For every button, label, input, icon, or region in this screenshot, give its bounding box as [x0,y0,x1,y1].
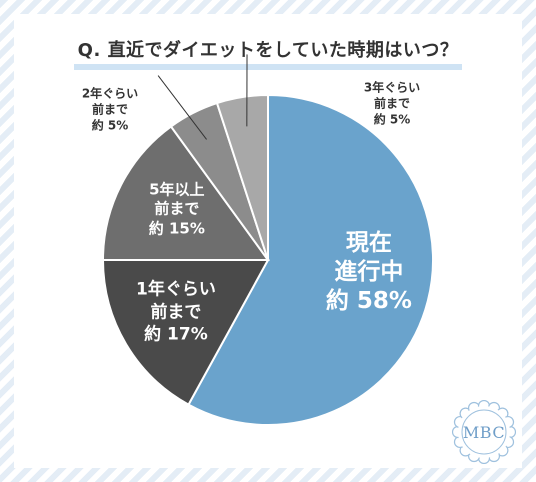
slice-label-line: 前まで [154,199,200,218]
mbc-logo-text: MBC [462,422,506,442]
slice-label-line: 2年ぐらい [81,86,139,101]
pie-slice-5yr [101,125,270,261]
mbc-logo-emblem [451,399,517,465]
chart-title: Q. 直近でダイエットをしていた時期はいつ？ [0,36,536,70]
slice-label-line: 進行中 [334,258,404,285]
leader-line-2yr [157,75,207,140]
slice-label-1yr: 1年ぐらい 前まで約 17% [136,278,216,345]
slice-label-line: 3年ぐらい [363,80,421,95]
pie-slice-now [187,93,434,426]
logo-inner-ring [461,409,507,455]
slice-value: 約 15% [148,219,205,238]
slice-label-line: 前まで [91,102,129,117]
slice-value: 約 17% [144,324,208,345]
logo-inner-fill [458,406,510,458]
slice-value: 約 58% [325,288,412,315]
pie-slice-1yr [101,259,270,406]
slice-label-line: 現在 [345,229,392,256]
pie-slice-3yr [215,93,269,261]
slice-label-2yr: 2年ぐらい 前まで約 5% [82,86,138,135]
slice-value: 約 5% [91,119,129,134]
slice-label-now: 現在 進行中約 58% [326,228,412,316]
mbc-logo: MBC [451,399,517,465]
slice-label-line: 前まで [373,96,411,111]
slice-label-line: 前まで [150,301,202,322]
slice-value: 約 5% [373,113,411,128]
chart-title-text: Q. 直近でダイエットをしていた時期はいつ？ [73,40,463,70]
slice-label-line: 1年ぐらい [136,279,216,300]
slice-label-5yr: 5年以上 前まで約 15% [149,180,205,239]
slice-label-3yr: 3年ぐらい 前まで約 5% [364,80,420,129]
slice-label-line: 5年以上 [149,179,205,198]
